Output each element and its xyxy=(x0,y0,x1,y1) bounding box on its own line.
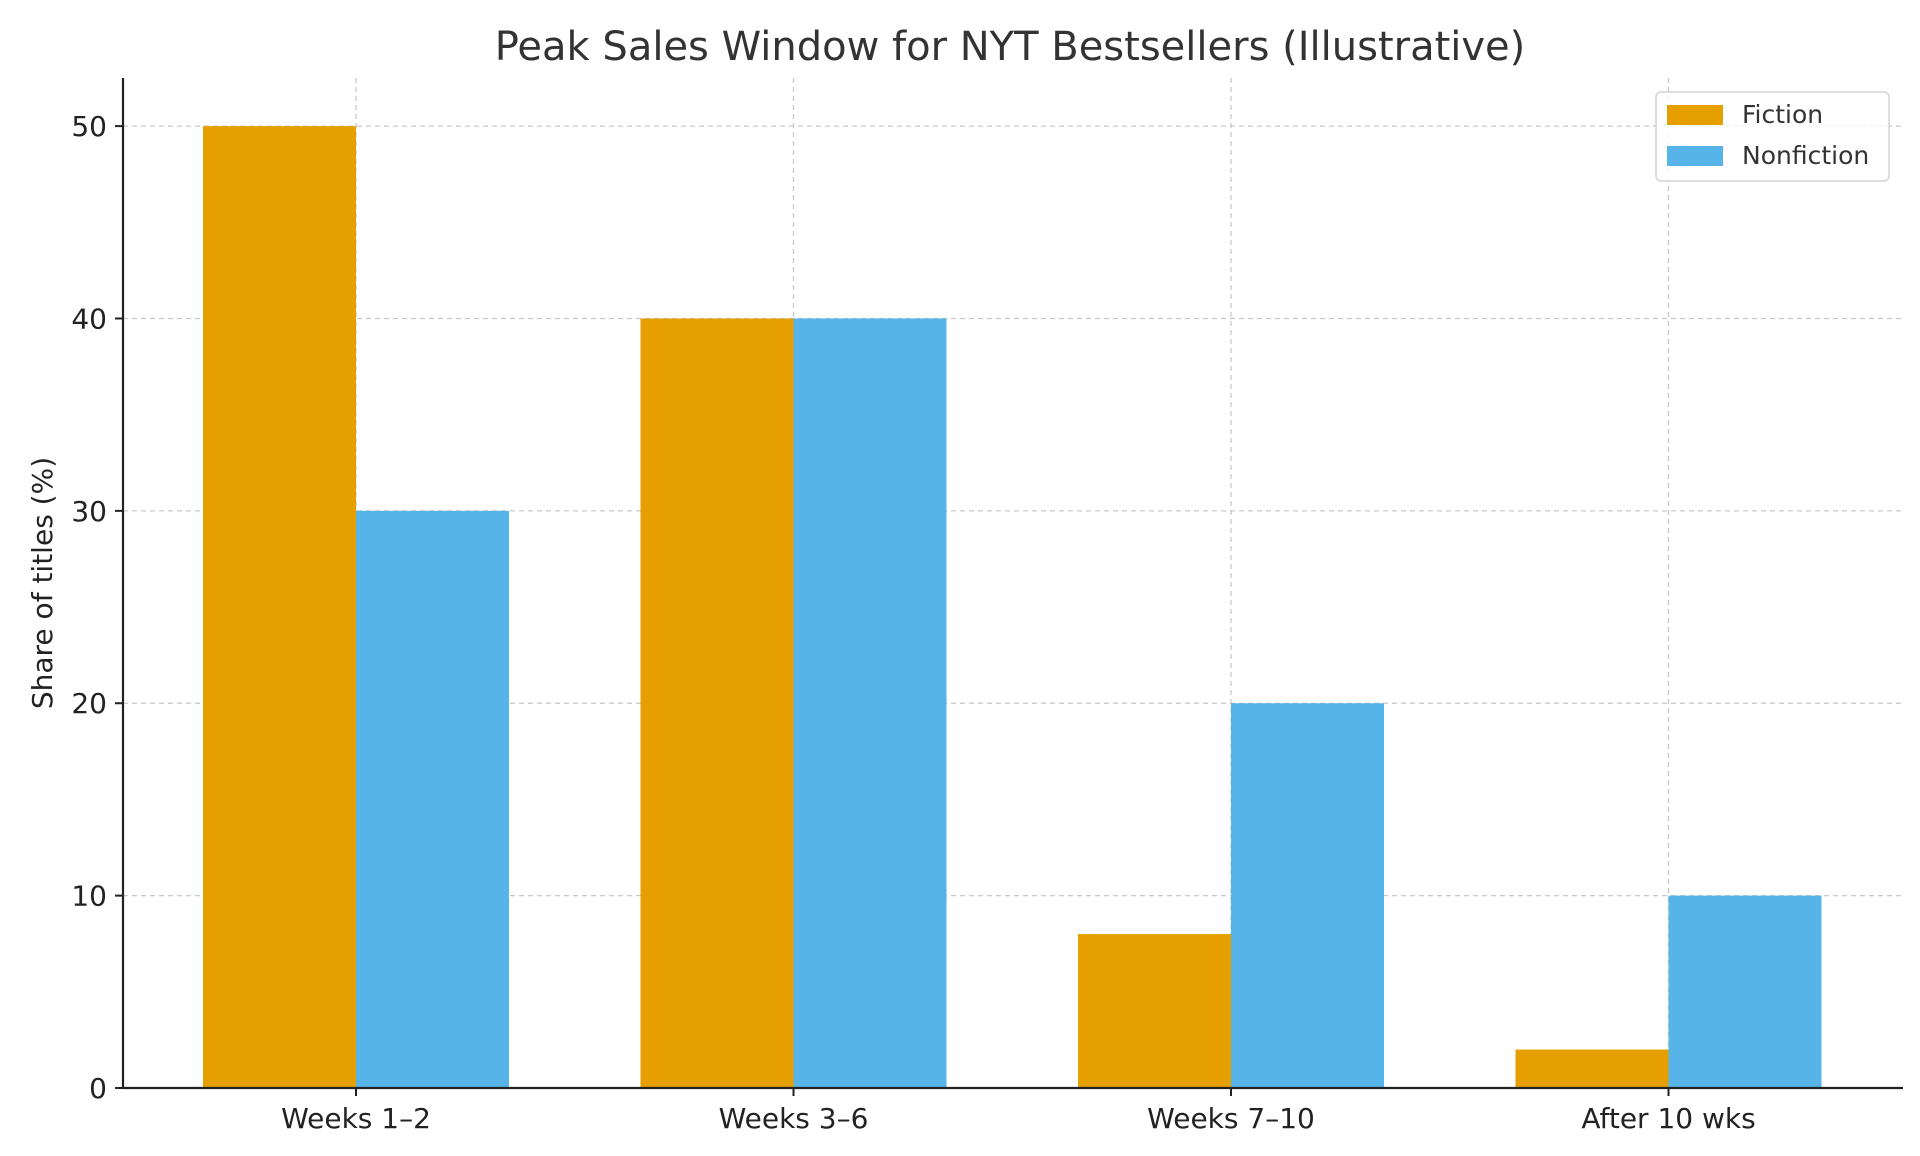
bar-nonfiction-1 xyxy=(356,510,509,1088)
y-tick-label: 30 xyxy=(71,495,107,528)
y-tick-label: 50 xyxy=(71,110,107,143)
x-tick-label: Weeks 3–6 xyxy=(719,1102,869,1135)
legend: Fiction Nonfiction xyxy=(1655,91,1890,182)
x-tick-label: After 10 wks xyxy=(1581,1102,1755,1135)
bar-nonfiction-3 xyxy=(1231,703,1384,1088)
y-tick-label: 10 xyxy=(71,880,107,913)
bar-fiction-4 xyxy=(1515,1049,1669,1088)
bar-nonfiction-2 xyxy=(793,318,947,1088)
legend-label-fiction: Fiction xyxy=(1742,100,1823,129)
axes-layer: 0 10 20 30 40 50 Weeks 1–2 Weeks 3–6 Weeks 7–10 A… xyxy=(71,78,1903,1135)
bar-fiction-1 xyxy=(203,126,356,1089)
bar-fiction-2 xyxy=(640,318,794,1088)
legend-swatch-fiction xyxy=(1667,105,1723,125)
bars-layer xyxy=(203,126,1822,1089)
y-tick-label: 20 xyxy=(71,687,107,720)
bar-nonfiction-4 xyxy=(1668,895,1822,1088)
chart-title: Peak Sales Window for NYT Bestsellers (I… xyxy=(495,24,1526,70)
bar-fiction-3 xyxy=(1078,934,1231,1088)
legend-label-nonfiction: Nonfiction xyxy=(1742,141,1869,170)
y-tick-label: 40 xyxy=(71,302,107,335)
legend-swatch-nonfiction xyxy=(1667,146,1723,166)
y-tick-label: 0 xyxy=(89,1072,107,1105)
x-tick-label: Weeks 7–10 xyxy=(1147,1102,1315,1135)
x-tick-label: Weeks 1–2 xyxy=(281,1102,431,1135)
y-axis-label: Share of titles (%) xyxy=(26,457,59,709)
